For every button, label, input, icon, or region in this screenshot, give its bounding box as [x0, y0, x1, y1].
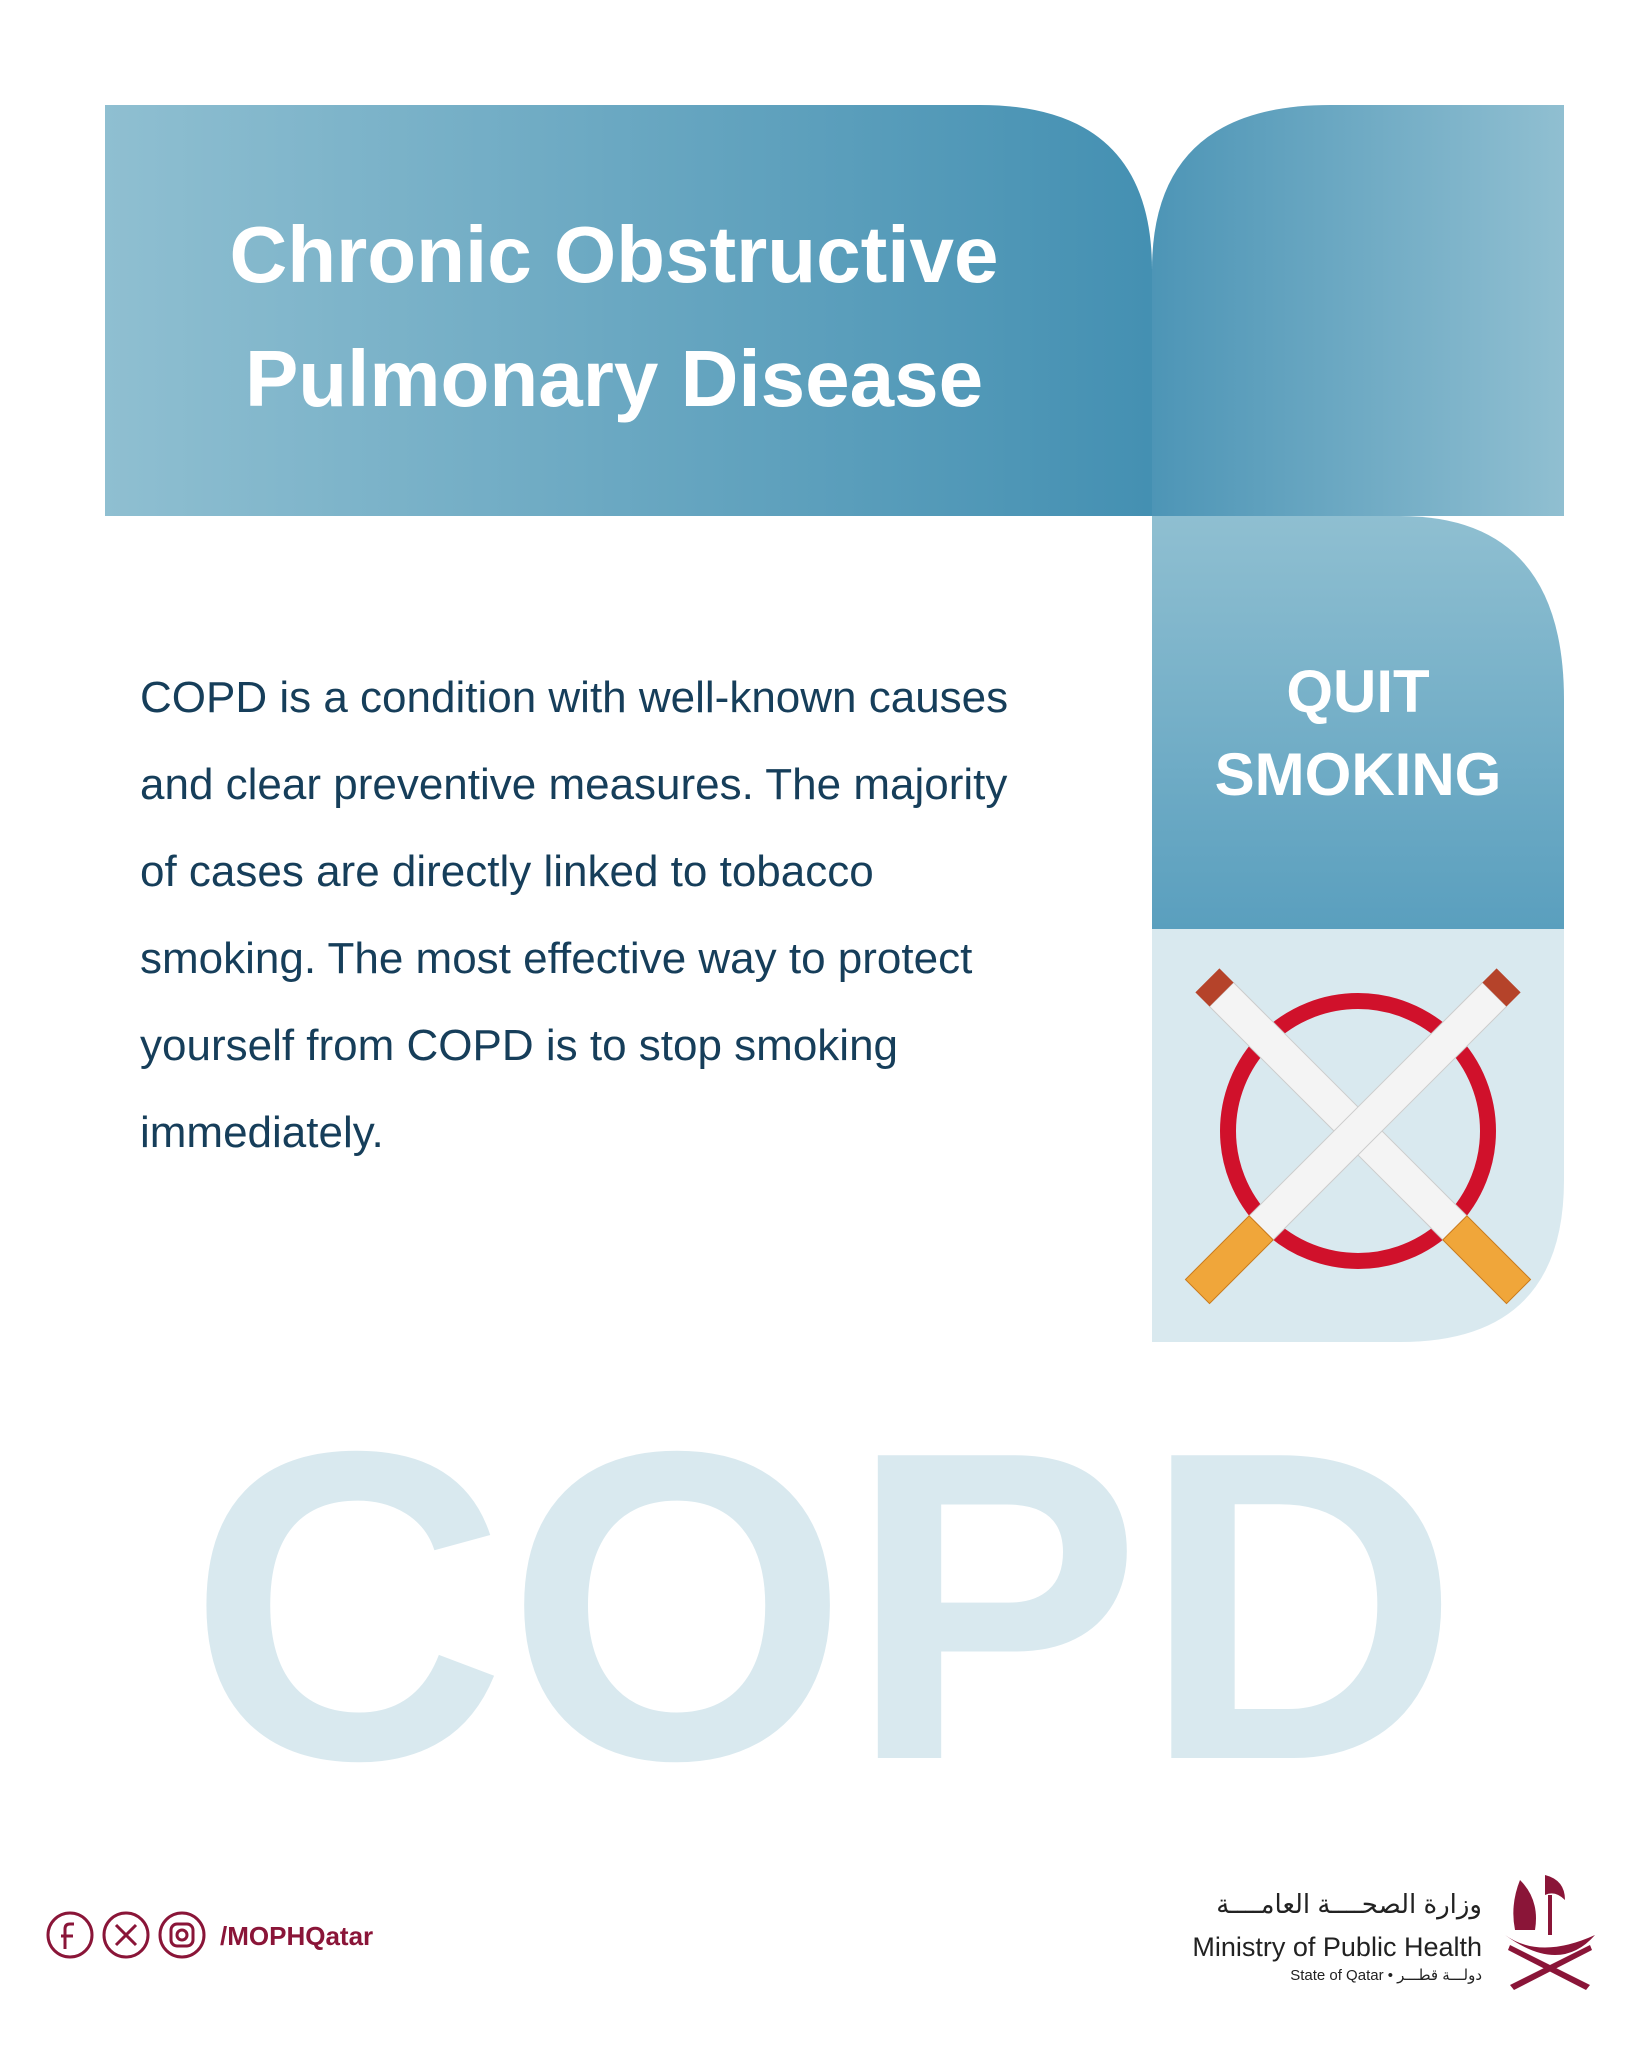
social-icons — [46, 1911, 206, 1959]
instagram-icon[interactable] — [158, 1911, 206, 1959]
sidebar-top — [1152, 516, 1564, 929]
ministry-english: Ministry of Public Health — [1192, 1932, 1482, 1962]
instagram-lens — [175, 1928, 189, 1942]
x-icon[interactable] — [102, 1911, 150, 1959]
sidebar-line: SMOKING — [1215, 741, 1502, 808]
no-smoking-icon — [1184, 968, 1532, 1305]
facebook-glyph — [61, 1922, 74, 1949]
title-line: Pulmonary Disease — [245, 334, 983, 423]
x-glyph — [114, 1923, 138, 1947]
cigarette — [1184, 968, 1521, 1305]
prohibition-ring — [1220, 993, 1496, 1269]
cigarette — [1195, 968, 1532, 1305]
header-banner — [105, 105, 1152, 516]
social-handle[interactable]: /MOPHQatar — [220, 1921, 373, 1951]
state-name: State of Qatar • دولـــة قطـــر — [1290, 1967, 1482, 1984]
body-line: of cases are directly linked to tobacco — [140, 847, 874, 896]
body-line: yourself from COPD is to stop smoking — [140, 1021, 898, 1070]
instagram-glyph — [169, 1922, 195, 1948]
body-text: COPD is a condition with well-known caus… — [140, 673, 1008, 1157]
watermark: COPD — [188, 1361, 1459, 1852]
sidebar — [1152, 516, 1564, 1342]
facebook-icon[interactable] — [46, 1911, 94, 1959]
sidebar-line: QUIT — [1286, 658, 1429, 725]
title-line: Chronic Obstructive — [229, 210, 998, 299]
ministry-emblem — [1505, 1875, 1595, 1990]
body-line: COPD is a condition with well-known caus… — [140, 673, 1008, 722]
body-line: and clear preventive measures. The major… — [140, 760, 1007, 809]
ministry-arabic: وزارة الصحــــة العامــــة — [1216, 1889, 1482, 1920]
header-lobe — [1152, 105, 1564, 516]
body-line: smoking. The most effective way to prote… — [140, 934, 972, 983]
body-line: immediately. — [140, 1108, 384, 1157]
